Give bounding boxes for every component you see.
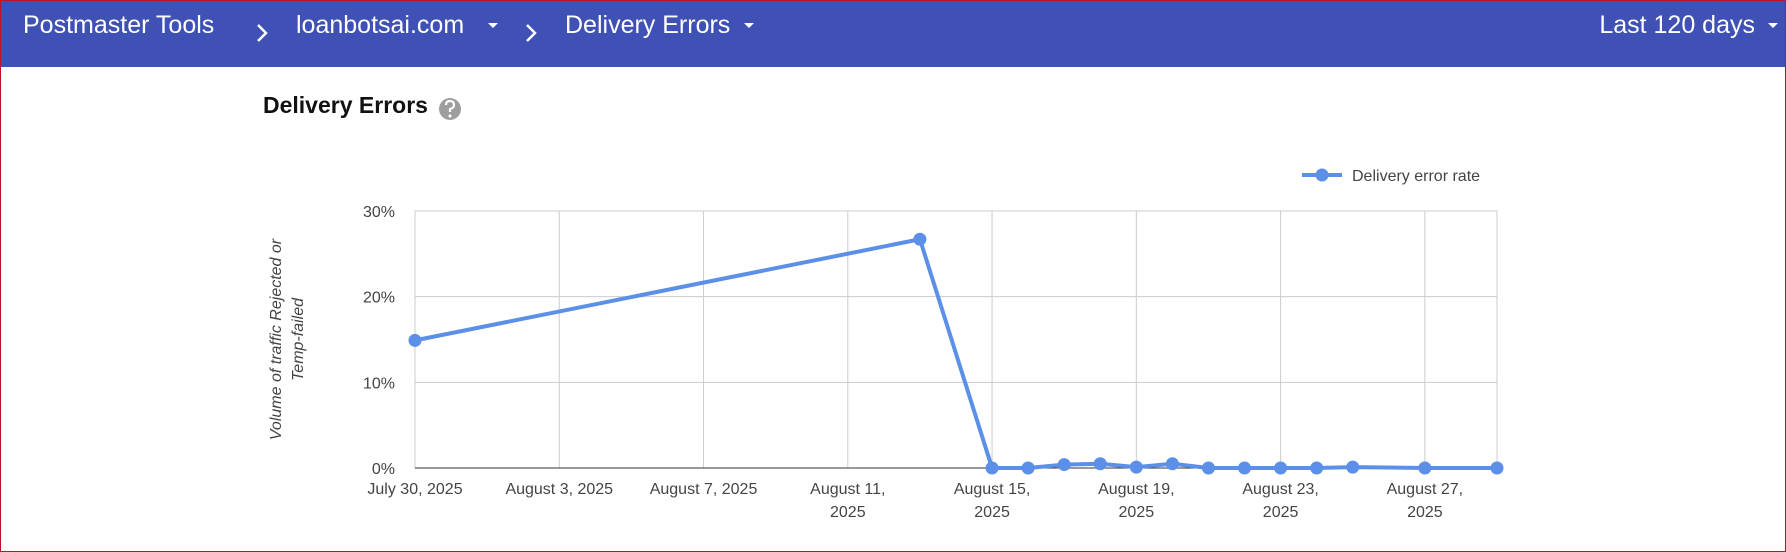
caret	[744, 23, 754, 28]
data-point	[913, 232, 927, 246]
app-title[interactable]: Postmaster Tools	[23, 11, 215, 39]
legend-label: Delivery error rate	[1352, 168, 1480, 185]
chevron	[526, 24, 537, 42]
y-tick-label: 0%	[372, 461, 395, 478]
data-point	[985, 461, 999, 475]
domain-selector[interactable]: loanbotsai.com	[296, 11, 465, 39]
x-tick-label: August 3, 2025	[505, 481, 613, 498]
caret	[1768, 23, 1778, 28]
data-point	[1274, 461, 1288, 475]
chart-title: Delivery Errors	[263, 92, 428, 118]
chart: Delivery Errors 0% 10% 20% 30% July 30, 2025…	[263, 92, 1504, 521]
y-tick-label: 30%	[363, 204, 395, 221]
plot-frame	[414, 210, 1498, 469]
data-point	[1093, 457, 1107, 471]
y-axis-title: Volume of traffic Rejected or Temp-failed	[268, 238, 307, 440]
range-selector[interactable]: Last 120 days	[1599, 11, 1755, 39]
x-tick-label: August 15, 2025	[954, 481, 1031, 521]
data-point	[1165, 457, 1179, 471]
caret	[488, 23, 498, 28]
x-tick-label: August 27, 2025	[1387, 481, 1464, 521]
chevron	[257, 24, 268, 42]
x-tick-label: August 7, 2025	[650, 481, 758, 498]
x-tick-label: August 23, 2025	[1242, 481, 1319, 521]
top-bar: Postmaster Tools loanbotsai.com Delivery…	[1, 1, 1785, 67]
data-point	[1129, 460, 1143, 474]
y-tick-label: 10%	[363, 375, 395, 392]
help-icon[interactable]	[439, 98, 461, 120]
data-point	[1418, 461, 1432, 475]
data-point	[1346, 460, 1360, 474]
x-tick-label: August 19, 2025	[1098, 481, 1175, 521]
data-point	[1238, 461, 1252, 475]
x-tick-label: July 30, 2025	[367, 481, 462, 498]
data-point	[1490, 461, 1504, 475]
data-point	[1057, 458, 1071, 472]
series-line	[414, 237, 1497, 470]
data-point	[408, 333, 422, 347]
data-point	[1021, 461, 1035, 475]
legend-swatch	[1315, 168, 1329, 182]
data-point	[1310, 461, 1324, 475]
data-point	[1201, 461, 1215, 475]
x-tick-label: August 11, 2025	[810, 481, 885, 521]
y-tick-label: 20%	[363, 290, 395, 307]
page-selector[interactable]: Delivery Errors	[565, 11, 731, 39]
